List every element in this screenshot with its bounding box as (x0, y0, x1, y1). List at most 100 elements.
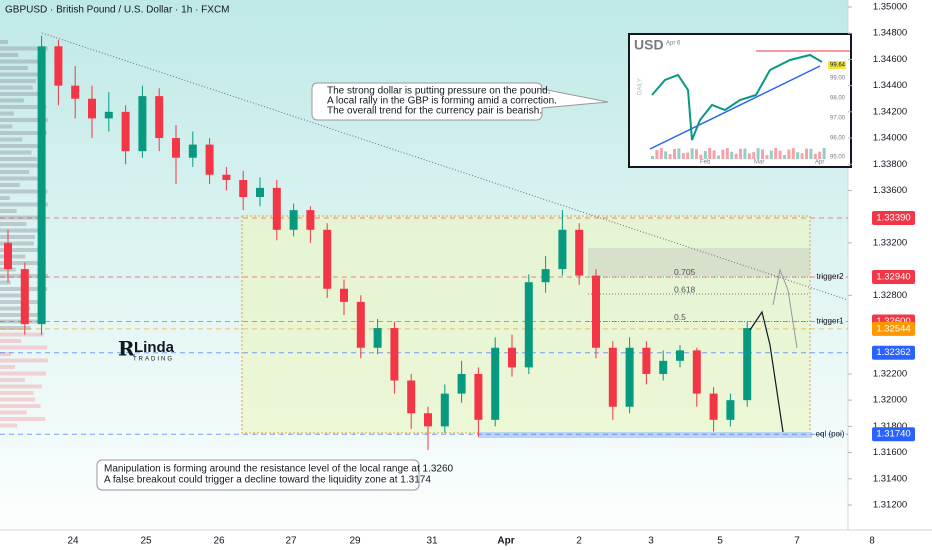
profile-bar (0, 384, 42, 389)
y-tick-label: 1.31800 (873, 421, 907, 432)
profile-bar (0, 189, 48, 194)
candle-body (440, 393, 449, 427)
candle-body (272, 187, 281, 230)
trendline (41, 32, 849, 301)
profile-bar (0, 404, 41, 408)
candle-body (541, 269, 550, 283)
y-tick-label: 1.34000 (873, 133, 907, 144)
profile-bar (0, 254, 26, 259)
profile-bar (0, 222, 27, 226)
inset-chart: USD Apr 6 DAILY 99.00 98.00 97.00 96.00 … (628, 33, 852, 168)
candle-body (709, 393, 718, 420)
inset-y-label: 96.00 (830, 136, 846, 142)
y-tick-label: 1.34600 (873, 54, 907, 65)
inset-volume (739, 148, 742, 159)
inset-volume (734, 153, 738, 159)
x-tick-label: 24 (67, 536, 79, 547)
inset-tag (828, 61, 846, 69)
x-tick-label: 2 (576, 536, 582, 547)
profile-bar (0, 53, 19, 57)
profile-bar (0, 293, 21, 298)
candle-body (188, 144, 197, 158)
inset-volume (708, 148, 712, 159)
price-tag-label: 1.32544 (876, 323, 910, 334)
inset-volume (655, 150, 659, 159)
inset-volume (752, 152, 756, 159)
candle-body (306, 210, 315, 230)
inset-volume (690, 148, 694, 159)
candle-body (71, 85, 80, 99)
candle-body (222, 174, 231, 180)
inset-y-label: 95.00 (830, 155, 846, 161)
inset-volume (673, 148, 676, 159)
inset-tag-label: 99.64 (830, 63, 846, 69)
x-tick-label: 29 (349, 536, 361, 547)
profile-bar (0, 306, 31, 311)
profile-bar (0, 124, 13, 129)
candle-body (608, 347, 617, 407)
candle-body (743, 328, 752, 401)
y-tick-label: 1.33200 (873, 237, 907, 248)
profile-bar (0, 352, 12, 356)
inset-volume (664, 151, 668, 159)
price-tag-label: 1.31740 (876, 429, 910, 440)
profile-bar (0, 137, 23, 142)
profile-bar (0, 241, 34, 246)
projection-path (749, 310, 784, 433)
candle-body (323, 229, 332, 289)
profile-bar (0, 248, 42, 252)
inset-volume (800, 153, 804, 159)
inset-volume (756, 148, 760, 159)
inset-volume (721, 149, 725, 159)
profile-bar (0, 417, 46, 421)
candle-body (239, 179, 248, 198)
inset-volume (761, 149, 764, 159)
candle-body (390, 328, 399, 381)
alt-projection-path (772, 268, 798, 349)
candle-body (457, 373, 466, 394)
candle-body (558, 229, 567, 270)
x-tick-label: 3 (648, 536, 654, 547)
y-tick-label: 1.33800 (873, 159, 907, 170)
inset-volume (774, 148, 778, 159)
fib-label: 0.5 (674, 312, 686, 322)
level-name: trigger2 (816, 272, 844, 281)
callout-box (311, 82, 609, 121)
price-tag (872, 269, 915, 284)
y-tick-label: 1.33600 (873, 185, 907, 196)
profile-bar (0, 332, 44, 337)
profile-bar (0, 98, 24, 103)
candle-body (373, 328, 382, 348)
candle-body (692, 350, 701, 394)
profile-bar (0, 345, 48, 350)
candle-body (138, 96, 147, 152)
logo-text: Linda (134, 339, 175, 356)
candle-body (474, 373, 483, 420)
profile-bar (0, 228, 41, 233)
candle-body (155, 96, 164, 139)
logo-mark: R (118, 337, 135, 361)
candle-body (37, 46, 46, 325)
x-tick-label: 5 (717, 536, 723, 547)
profile-bar (0, 157, 38, 161)
profile-bar (0, 176, 45, 181)
x-tick-label: 8 (869, 536, 875, 547)
inset-volume (765, 155, 769, 159)
profile-bar (0, 111, 14, 116)
logo-subtext: TRADING (133, 357, 174, 363)
y-tick-label: 1.34400 (873, 80, 907, 91)
fib-label: 0.705 (674, 267, 696, 277)
price-tag (872, 210, 915, 225)
profile-bar (0, 144, 44, 148)
annotation: A false breakout could trigger a decline… (104, 475, 431, 486)
profile-bar (0, 79, 36, 83)
inset-volume (703, 151, 707, 159)
annotation: A local rally in the GBP is forming amid… (327, 96, 557, 107)
candle-body (524, 282, 533, 368)
inset-volume (778, 150, 782, 159)
price-tag-label: 1.32600 (876, 316, 910, 327)
profile-bar (0, 313, 39, 317)
y-tick-label: 1.35000 (873, 2, 907, 13)
profile-bar (0, 280, 11, 285)
